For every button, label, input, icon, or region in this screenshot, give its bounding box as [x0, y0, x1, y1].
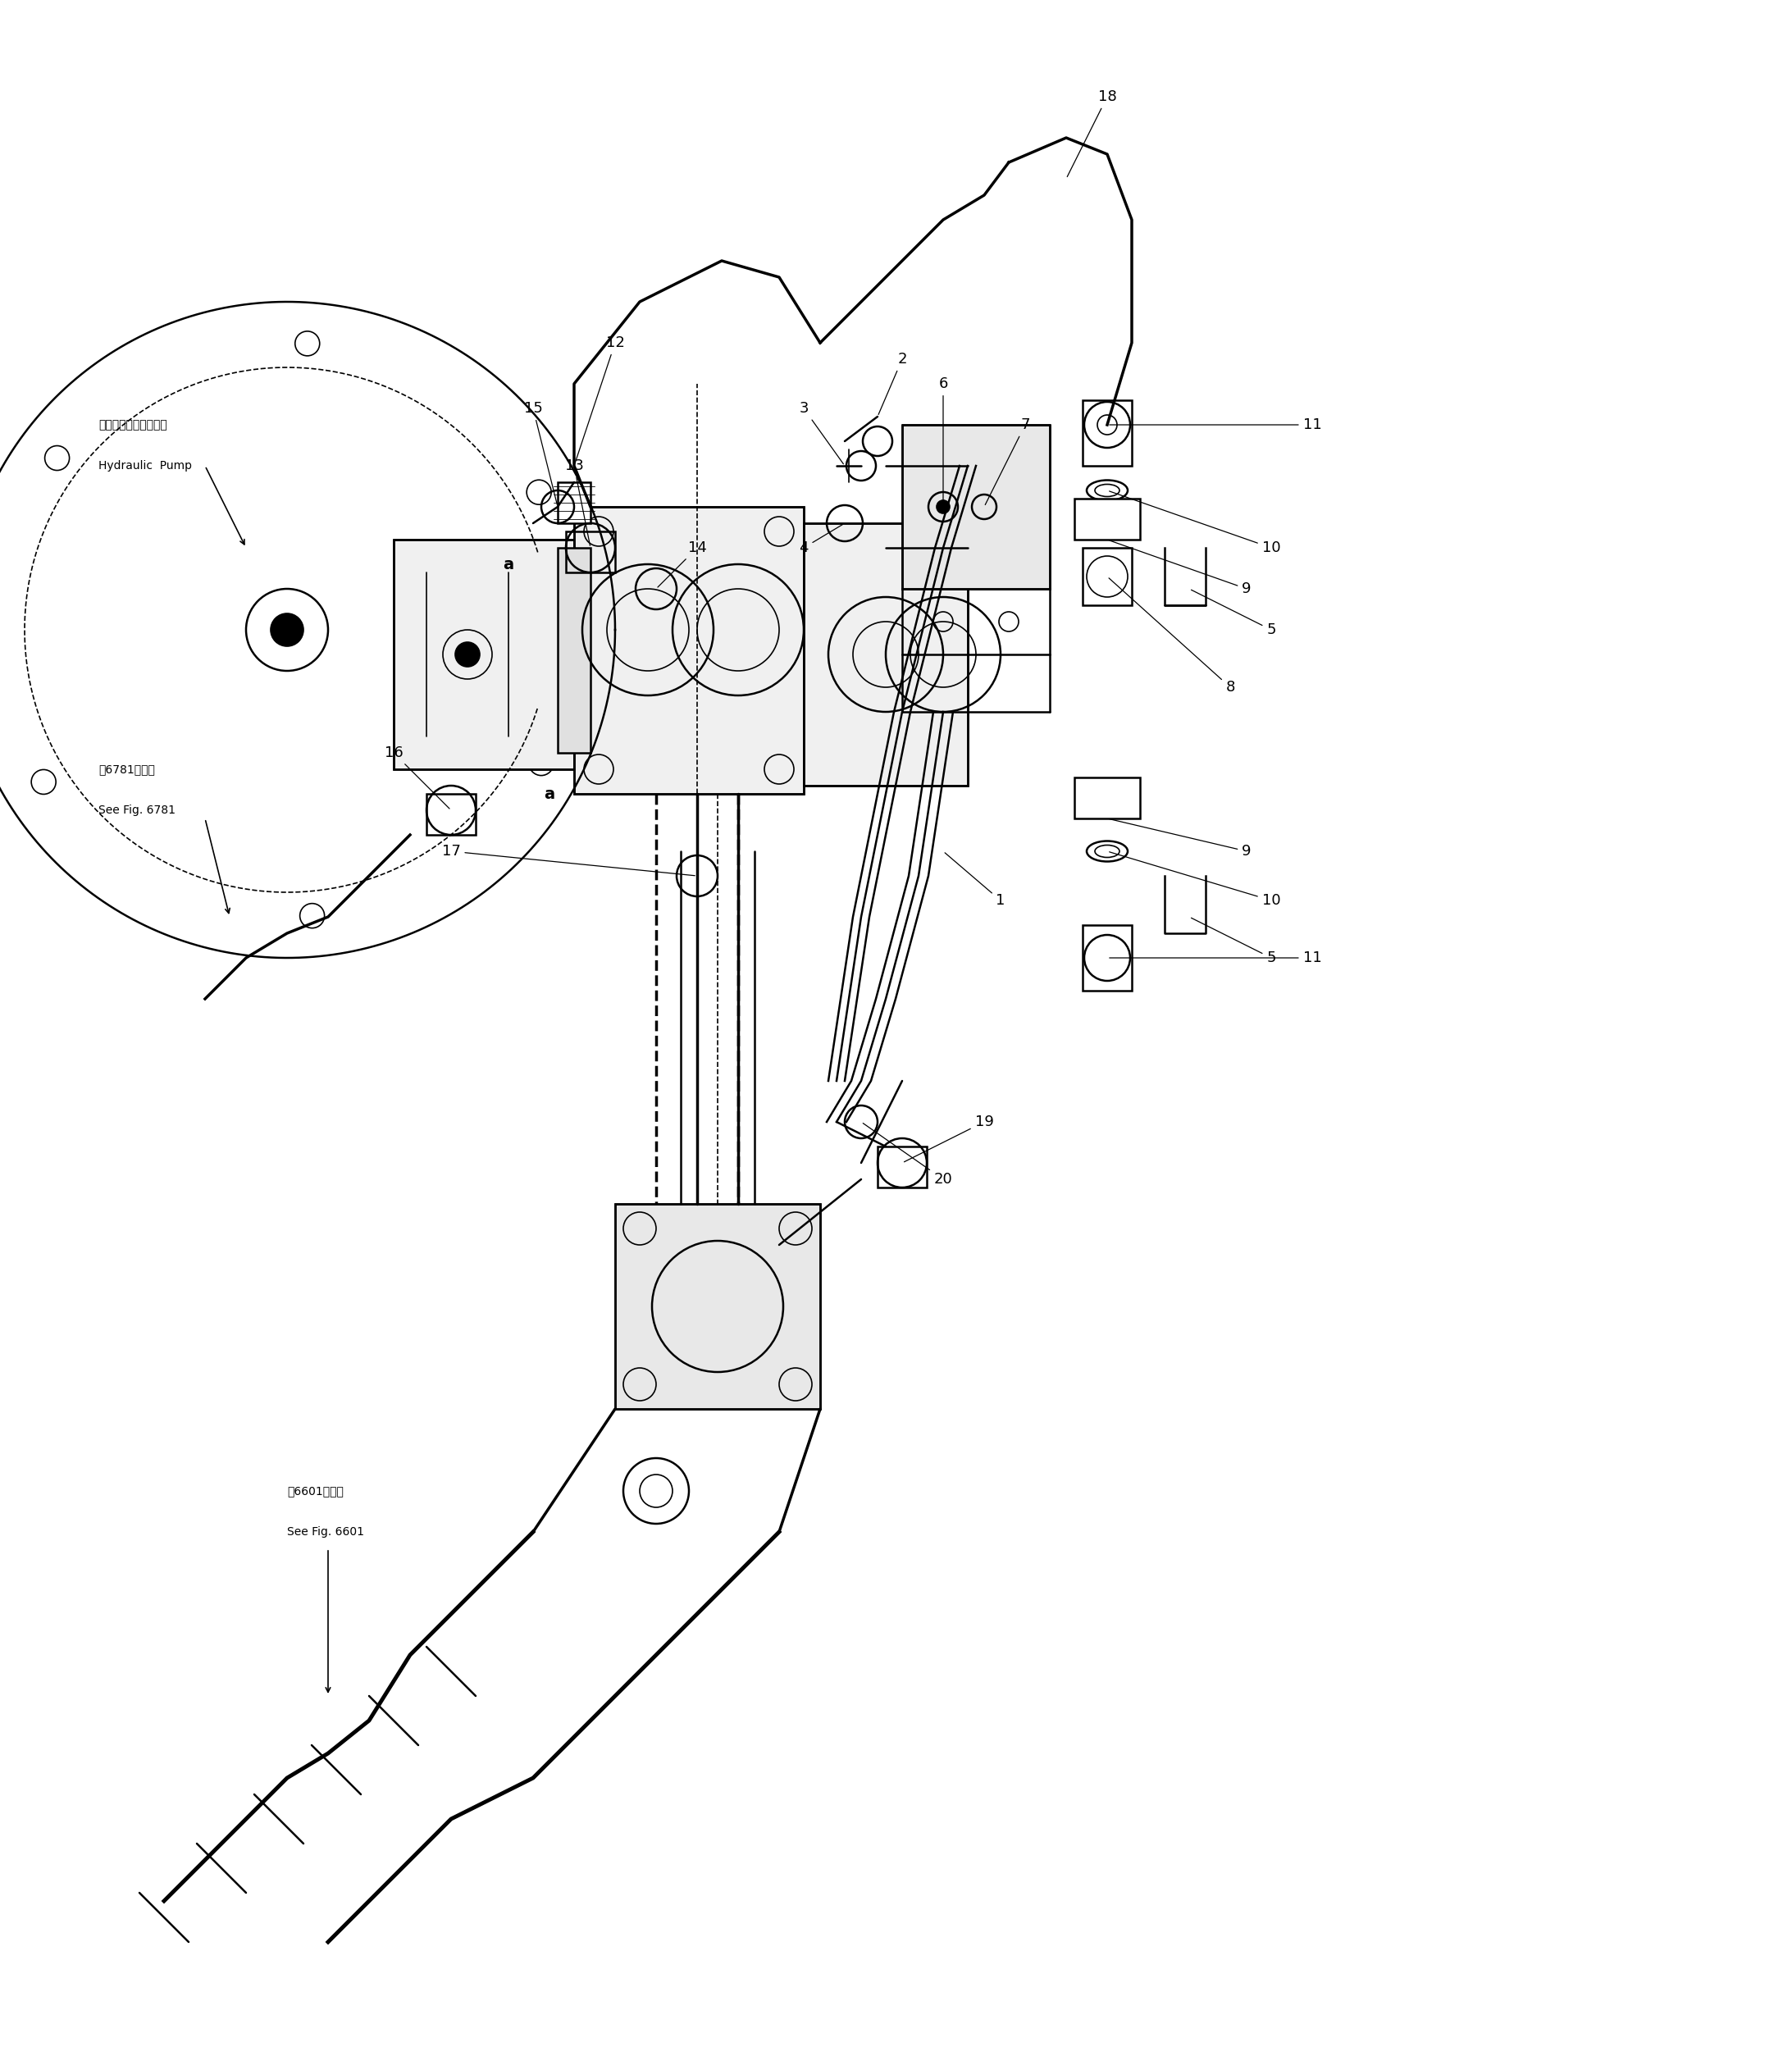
- Text: See Fig. 6601: See Fig. 6601: [287, 1526, 364, 1538]
- Text: 11: 11: [1109, 950, 1321, 964]
- Text: 10: 10: [1109, 853, 1281, 909]
- Circle shape: [1097, 415, 1116, 434]
- Bar: [394, 539, 573, 770]
- Circle shape: [271, 613, 303, 646]
- Text: 19: 19: [905, 1115, 993, 1163]
- Bar: [615, 1204, 821, 1408]
- Text: 8: 8: [1109, 578, 1235, 694]
- Text: 6: 6: [939, 376, 948, 504]
- Text: 第6781図参照: 第6781図参照: [99, 764, 154, 774]
- Bar: [1082, 547, 1133, 605]
- Bar: [1075, 776, 1140, 818]
- Text: 16: 16: [383, 745, 450, 809]
- Circle shape: [1097, 415, 1116, 434]
- Bar: [1082, 401, 1133, 467]
- Text: a: a: [504, 555, 514, 572]
- Text: 4: 4: [799, 525, 842, 555]
- Bar: [1082, 925, 1133, 991]
- Bar: [394, 539, 573, 770]
- Bar: [615, 1204, 821, 1408]
- Text: 12: 12: [575, 335, 624, 465]
- Bar: [901, 425, 1050, 589]
- Text: 10: 10: [1109, 491, 1281, 555]
- Circle shape: [640, 1474, 672, 1507]
- Text: 2: 2: [878, 351, 907, 415]
- Bar: [557, 547, 591, 754]
- Text: 7: 7: [986, 417, 1030, 504]
- Text: 5: 5: [1192, 591, 1276, 638]
- Bar: [805, 522, 968, 785]
- Text: See Fig. 6781: See Fig. 6781: [99, 805, 176, 816]
- Text: ハイドロリックポンプ: ハイドロリックポンプ: [99, 419, 167, 430]
- Text: Hydraulic  Pump: Hydraulic Pump: [99, 460, 192, 471]
- Bar: [573, 506, 805, 793]
- Bar: [566, 531, 615, 572]
- Text: 5: 5: [1192, 917, 1276, 964]
- Text: 18: 18: [1068, 89, 1116, 178]
- Circle shape: [455, 642, 480, 667]
- Circle shape: [937, 500, 950, 514]
- Bar: [557, 483, 591, 522]
- Text: 3: 3: [799, 401, 844, 465]
- Text: 13: 13: [564, 458, 590, 545]
- Text: a: a: [545, 787, 556, 801]
- Text: 17: 17: [441, 845, 695, 876]
- Bar: [1075, 498, 1140, 539]
- Text: 9: 9: [1109, 541, 1251, 597]
- Text: 9: 9: [1109, 820, 1251, 859]
- Bar: [805, 522, 968, 785]
- Bar: [878, 1146, 926, 1187]
- Text: 1: 1: [944, 853, 1005, 909]
- Text: 15: 15: [523, 401, 557, 504]
- Text: 第6601図参照: 第6601図参照: [287, 1485, 344, 1497]
- Bar: [426, 793, 475, 834]
- Text: 11: 11: [1109, 417, 1321, 432]
- Text: 20: 20: [864, 1123, 953, 1187]
- Text: 14: 14: [658, 541, 706, 586]
- Bar: [573, 506, 805, 793]
